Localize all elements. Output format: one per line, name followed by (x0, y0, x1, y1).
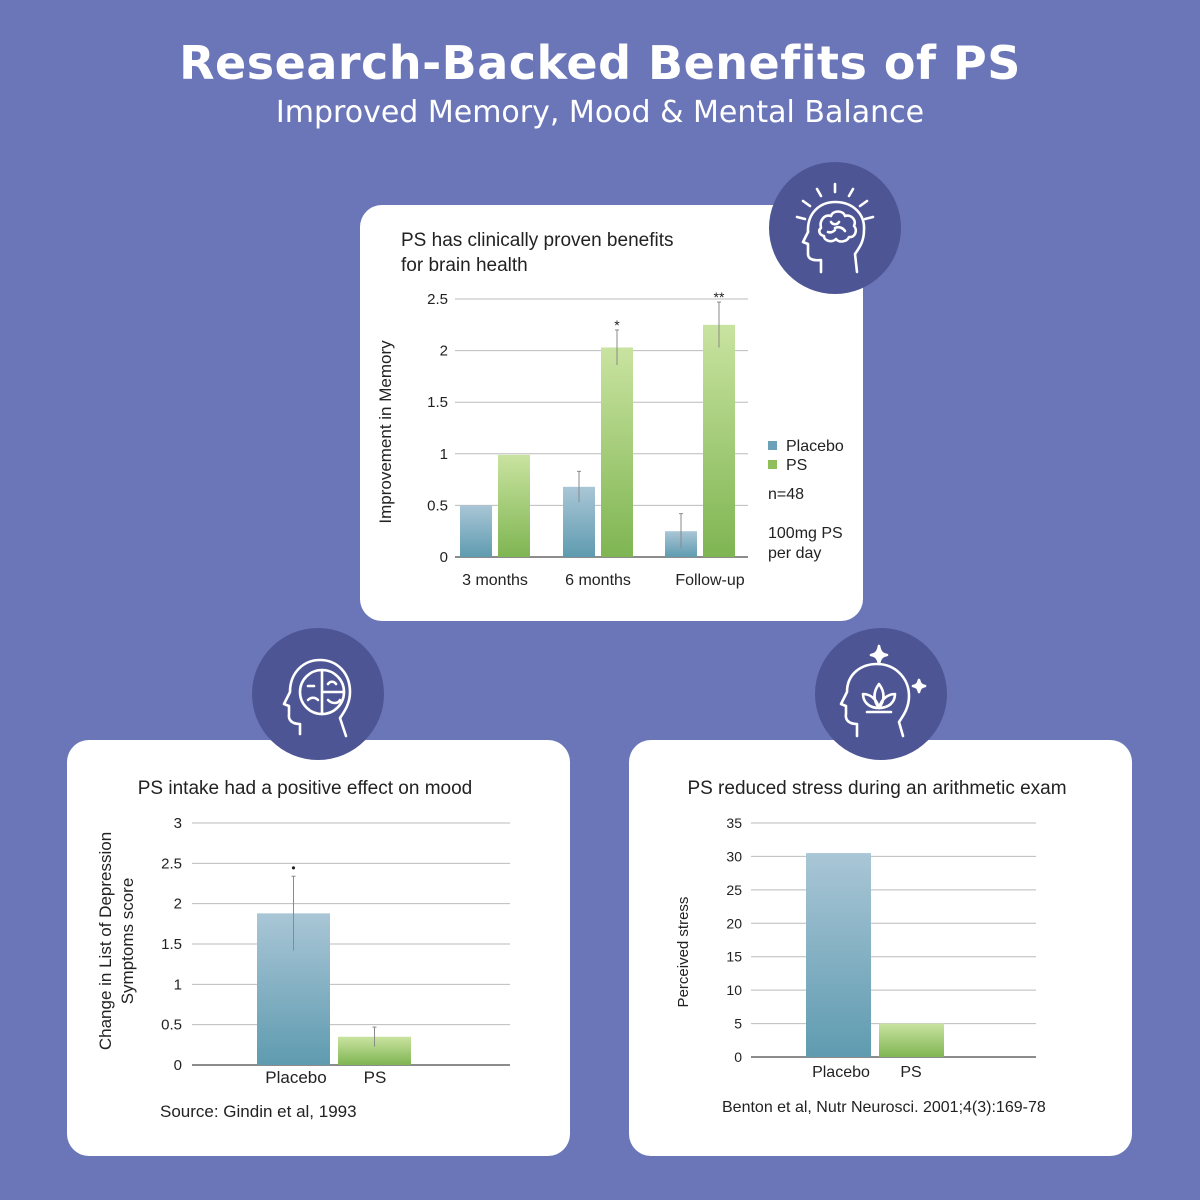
chart-title: PS intake had a positive effect on mood (138, 778, 472, 799)
y-axis-label-line: Symptoms score (118, 878, 137, 1005)
chart-source: Source: Gindin et al, 1993 (160, 1102, 357, 1121)
y-tick-label: 1.5 (161, 936, 182, 953)
chart-source: Benton et al, Nutr Neurosci. 2001;4(3):1… (722, 1099, 1046, 1116)
significance-marker: ** (714, 289, 725, 305)
bar-placebo (460, 505, 492, 557)
y-tick-label: 3 (174, 815, 182, 832)
lotus-head-icon (815, 628, 947, 760)
y-tick-label: 2 (174, 896, 182, 913)
y-tick-label: 1 (174, 976, 182, 993)
y-tick-label: 0 (174, 1057, 182, 1074)
y-axis-label-line: Change in List of Depression (96, 832, 115, 1050)
y-tick-label: 0 (440, 549, 448, 566)
memory-chart-card: PS has clinically proven benefits for br… (360, 205, 863, 621)
x-tick-label: PS (364, 1068, 387, 1087)
legend-swatch-placebo (768, 441, 777, 450)
mood-chart: PS intake had a positive effect on mood … (96, 778, 510, 1121)
y-axis-label: Improvement in Memory (376, 340, 395, 524)
y-tick-label: 20 (726, 915, 742, 931)
legend-label-ps: PS (786, 457, 807, 474)
happy-sad-face-head-icon (252, 628, 384, 760)
y-axis-label: Perceived stress (675, 897, 692, 1008)
y-tick-label: 35 (726, 815, 742, 831)
x-tick-label: PS (900, 1064, 921, 1081)
memory-chart: PS has clinically proven benefits for br… (376, 230, 844, 589)
y-tick-label: 1 (440, 446, 448, 463)
bar-ps (498, 454, 530, 557)
bar-ps (601, 347, 633, 557)
y-tick-label: 10 (726, 982, 742, 998)
y-tick-label: 0 (734, 1049, 742, 1065)
stress-chart: PS reduced stress during an arithmetic e… (675, 778, 1067, 1116)
y-tick-label: 0.5 (427, 497, 448, 514)
legend-swatch-ps (768, 460, 777, 469)
x-tick-label: Placebo (265, 1068, 326, 1087)
significance-marker: * (614, 317, 620, 333)
chart-title-line: for brain health (401, 255, 528, 276)
y-tick-label: 30 (726, 848, 742, 864)
page-subtitle: Improved Memory, Mood & Mental Balance (275, 95, 925, 130)
y-tick-label: 15 (726, 949, 742, 965)
legend-label-placebo: Placebo (786, 438, 844, 455)
y-tick-label: 5 (734, 1016, 742, 1032)
stress-chart-card: PS reduced stress during an arithmetic e… (629, 740, 1132, 1156)
bar-placebo (806, 853, 871, 1057)
y-tick-label: 2.5 (161, 855, 182, 872)
x-tick-label: 3 months (462, 572, 528, 589)
page-title: Research-Backed Benefits of PS (179, 36, 1021, 90)
mood-chart-card: PS intake had a positive effect on mood … (67, 740, 570, 1156)
y-tick-label: 2 (440, 343, 448, 360)
dose-note-line: 100mg PS (768, 525, 843, 542)
y-tick-label: 25 (726, 882, 742, 898)
bar-ps (703, 324, 735, 557)
y-tick-label: 1.5 (427, 394, 448, 411)
chart-title: PS reduced stress during an arithmetic e… (687, 778, 1066, 799)
x-tick-label: Placebo (812, 1064, 870, 1081)
x-tick-label: Follow-up (675, 572, 744, 589)
y-tick-label: 2.5 (427, 291, 448, 308)
x-tick-label: 6 months (565, 572, 631, 589)
chart-title-line: PS has clinically proven benefits (401, 230, 673, 251)
bar-ps (879, 1023, 944, 1057)
dose-note-line: per day (768, 545, 821, 562)
y-tick-label: 0.5 (161, 1017, 182, 1034)
sample-size-note: n=48 (768, 486, 804, 503)
brain-idea-icon (769, 162, 901, 294)
significance-marker: • (291, 861, 295, 875)
